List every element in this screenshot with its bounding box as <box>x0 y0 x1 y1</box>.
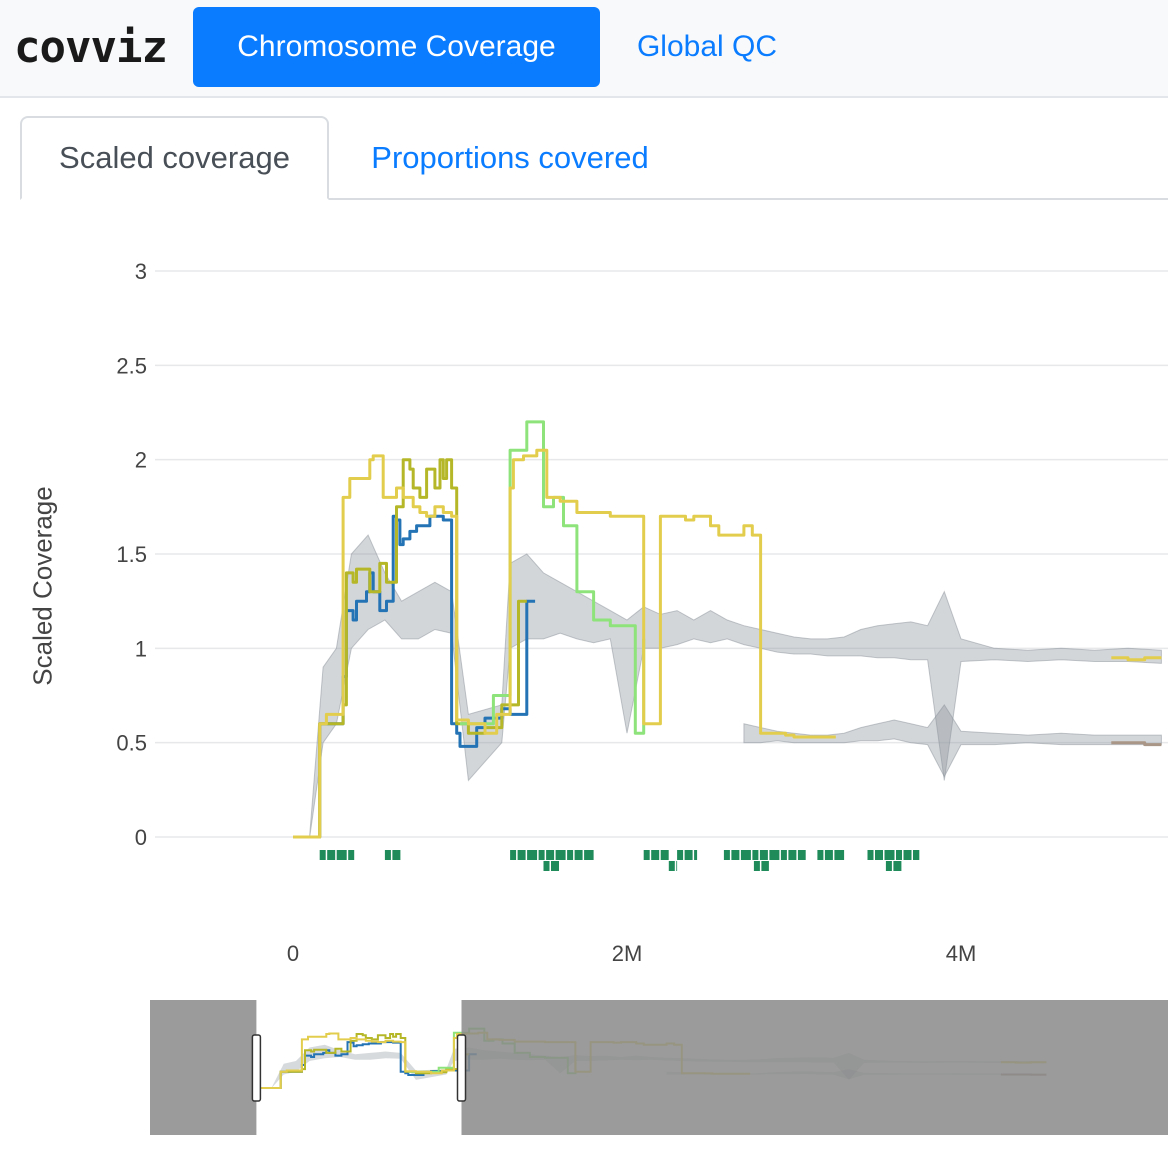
y-tick-label: 1.5 <box>116 542 147 567</box>
x-tick-label: 0 <box>287 941 299 966</box>
feature-mark <box>336 850 347 860</box>
feature-mark <box>769 850 780 860</box>
feature-mark <box>694 850 698 860</box>
feature-mark <box>551 861 559 871</box>
feature-mark <box>759 850 768 860</box>
feature-mark <box>517 850 526 860</box>
x-tick-label: 4M <box>946 941 977 966</box>
feature-mark <box>797 850 806 860</box>
sample-line <box>460 420 646 735</box>
feature-mark <box>555 850 566 860</box>
feature-mark <box>884 850 895 860</box>
tab-proportions-covered[interactable]: Proportions covered <box>371 140 649 175</box>
feature-track <box>319 850 920 871</box>
feature-mark <box>660 850 669 860</box>
navbar: covviz Chromosome Coverage Global QC <box>0 0 1168 98</box>
feature-mark <box>392 850 401 860</box>
feature-mark <box>546 850 555 860</box>
feature-mark <box>896 850 902 860</box>
feature-mark <box>676 861 678 871</box>
y-tick-label: 2 <box>135 448 147 473</box>
feature-mark <box>384 850 391 860</box>
x-tick-labels: 0 2M 4M <box>287 941 976 966</box>
feature-mark <box>761 861 769 871</box>
range-slider[interactable] <box>150 1000 1168 1135</box>
feature-mark <box>893 861 902 871</box>
feature-mark <box>824 850 833 860</box>
brand-logo[interactable]: covviz <box>14 22 168 73</box>
y-tick-label: 0.5 <box>116 731 147 756</box>
range-slider-mask-left <box>150 1000 257 1135</box>
y-axis-label: Scaled Coverage <box>27 486 58 686</box>
feature-mark <box>348 850 355 860</box>
feature-mark <box>885 861 892 871</box>
feature-mark <box>684 850 693 860</box>
sample-line <box>1111 656 1162 662</box>
sample-line <box>1111 741 1162 747</box>
feature-mark <box>788 850 797 860</box>
scaled-coverage-chart[interactable]: 0 0.5 1 1.5 2 2.5 3 0 2M 4M <box>0 200 1168 1168</box>
feature-mark <box>327 850 336 860</box>
feature-mark <box>543 861 550 871</box>
tab-scaled-coverage[interactable]: Scaled coverage <box>20 116 329 200</box>
feature-mark <box>319 850 326 860</box>
feature-mark <box>875 850 883 860</box>
range-slider-mask-right <box>461 1000 1168 1135</box>
coverage-band <box>309 534 1162 838</box>
feature-mark <box>538 850 545 860</box>
range-slider-handle-right[interactable] <box>456 1034 467 1102</box>
feature-mark <box>584 850 594 860</box>
feature-mark <box>668 861 675 871</box>
y-tick-label: 2.5 <box>116 353 147 378</box>
feature-mark <box>643 850 650 860</box>
feature-mark <box>867 850 874 860</box>
sample-line <box>293 448 836 839</box>
coverage-bands <box>309 534 1162 838</box>
feature-mark <box>752 850 759 860</box>
range-slider-handle-left[interactable] <box>251 1034 262 1102</box>
y-tick-label: 0 <box>135 825 147 850</box>
feature-mark <box>817 850 824 860</box>
x-tick-label: 2M <box>612 941 643 966</box>
feature-mark <box>567 850 574 860</box>
feature-mark <box>913 850 920 860</box>
sample-line <box>293 514 536 839</box>
feature-mark <box>527 850 538 860</box>
y-tick-label: 1 <box>135 636 147 661</box>
y-tick-label: 3 <box>135 259 147 284</box>
feature-mark <box>740 850 751 860</box>
feature-mark <box>651 850 660 860</box>
nav-chromosome-coverage[interactable]: Chromosome Coverage <box>193 7 600 87</box>
feature-mark <box>574 850 583 860</box>
feature-mark <box>834 850 845 860</box>
nav-global-qc[interactable]: Global QC <box>636 30 778 63</box>
feature-mark <box>723 850 730 860</box>
feature-mark <box>780 850 787 860</box>
feature-mark <box>510 850 517 860</box>
feature-mark <box>677 850 684 860</box>
feature-mark <box>753 861 760 871</box>
feature-mark <box>903 850 912 860</box>
tab-divider <box>20 198 1168 200</box>
feature-mark <box>731 850 740 860</box>
sample-lines[interactable] <box>293 420 1162 839</box>
y-tick-labels: 0 0.5 1 1.5 2 2.5 3 <box>116 259 147 850</box>
